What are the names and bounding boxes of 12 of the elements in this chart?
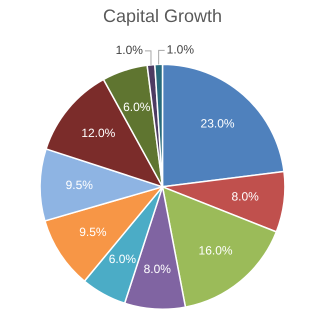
data-label: 8.0% — [144, 262, 172, 276]
data-label: 9.5% — [79, 224, 107, 239]
chart-title: Capital Growth — [102, 6, 222, 26]
data-label: 16.0% — [198, 243, 233, 258]
data-label: 8.0% — [231, 190, 260, 204]
data-label: 12.0% — [81, 126, 116, 140]
data-label: 1.0% — [166, 42, 194, 57]
data-label: 6.0% — [123, 100, 151, 114]
data-label: 1.0% — [116, 43, 144, 58]
data-label: 6.0% — [108, 252, 136, 266]
data-label: 23.0% — [200, 116, 235, 131]
data-label: 9.5% — [66, 178, 94, 192]
